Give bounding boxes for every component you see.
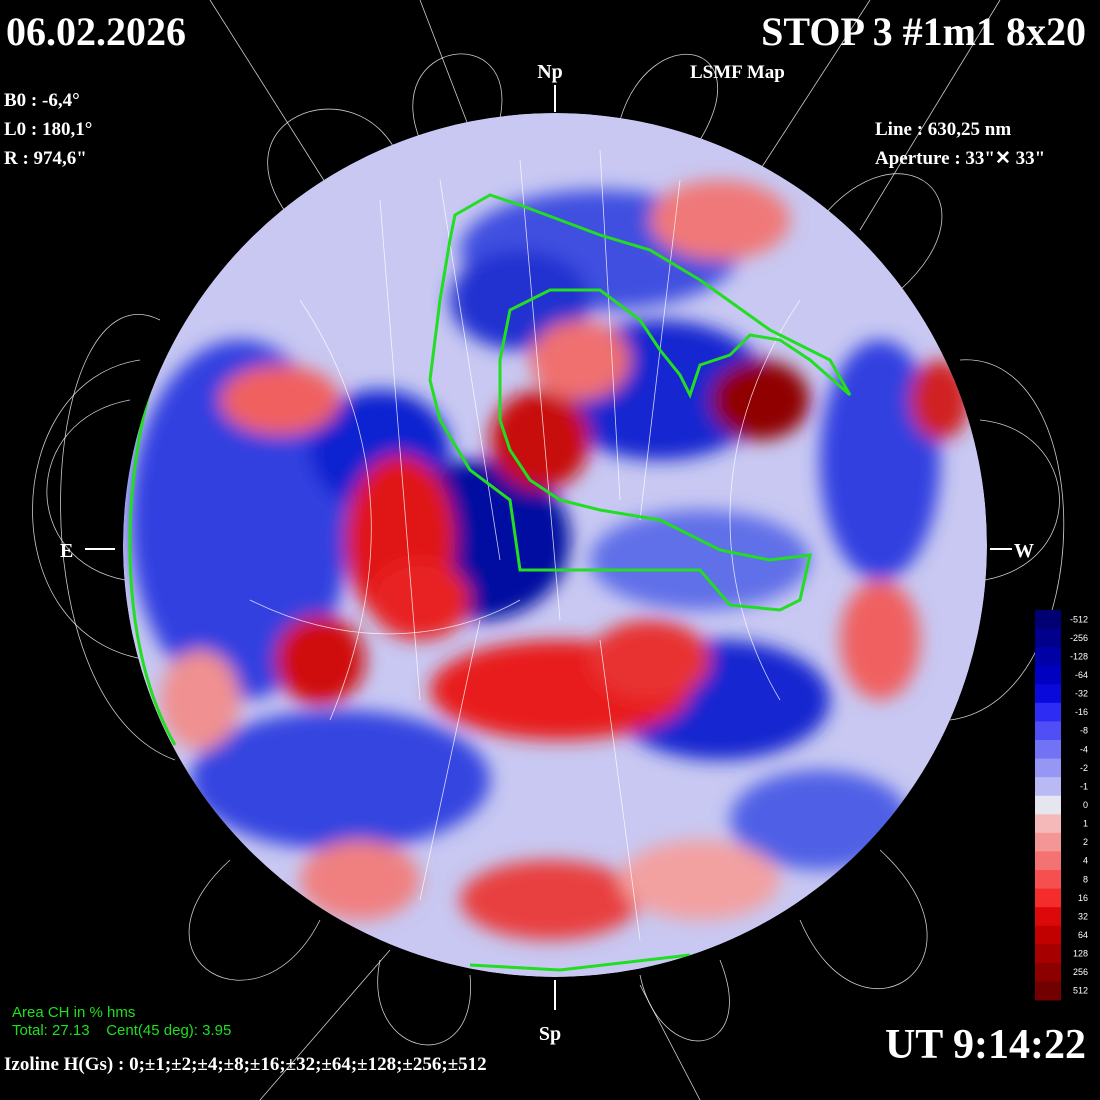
color-scale: -512 -256 -128 -64 -32 -16 -8 -4 -2 -1 0 1 2 4 8 16 32 64… xyxy=(1035,610,1088,1001)
east-label: E xyxy=(60,540,73,562)
instrument: Aperture : 33"✕ 33" xyxy=(875,148,1045,169)
color-scale-label: 4 xyxy=(1083,856,1088,866)
color-swatch xyxy=(1035,795,1061,815)
parameter: L0 : 180,1° xyxy=(4,119,92,140)
isolines: Izoline H(Gs) : 0;±1;±2;±4;±8;±16;±32;±6… xyxy=(4,1054,487,1075)
magnetic-field-pattern xyxy=(130,180,970,940)
color-swatch xyxy=(1035,702,1061,722)
instrument: Line : 630,25 nm xyxy=(875,119,1011,140)
color-swatch xyxy=(1035,721,1061,741)
color-swatch xyxy=(1035,777,1061,797)
subtitle: LSMF Map xyxy=(690,62,785,83)
color-swatch xyxy=(1035,740,1061,760)
color-scale-label: -32 xyxy=(1075,689,1088,699)
color-scale-label: 0 xyxy=(1083,800,1088,810)
date: 06.02.2026 xyxy=(6,9,186,54)
color-scale-label: 16 xyxy=(1078,893,1088,903)
disk-axes xyxy=(85,85,1012,1010)
time: UT 9:14:22 xyxy=(885,1022,1086,1068)
color-scale-label: -128 xyxy=(1070,651,1088,661)
color-scale-label: -512 xyxy=(1070,614,1088,624)
color-swatch xyxy=(1035,907,1061,927)
south-label: Sp xyxy=(539,1023,561,1045)
color-scale-label: -2 xyxy=(1080,763,1088,773)
color-swatch xyxy=(1035,981,1061,1001)
parameter: R : 974,6" xyxy=(4,148,87,169)
color-swatch xyxy=(1035,888,1061,908)
color-swatch xyxy=(1035,832,1061,852)
ch-values: Total: 27.13 Cent(45 deg): 3.95 xyxy=(12,1022,231,1039)
ch-label: Area CH in % hms xyxy=(12,1004,135,1021)
color-swatch xyxy=(1035,647,1061,667)
parameter: B0 : -6,4° xyxy=(4,90,80,111)
west-label: W xyxy=(1014,540,1034,562)
color-scale-label: -1 xyxy=(1080,781,1088,791)
color-swatch xyxy=(1035,665,1061,685)
color-scale-label: 64 xyxy=(1078,930,1088,940)
color-scale-label: 2 xyxy=(1083,837,1088,847)
color-scale-label: 32 xyxy=(1078,911,1088,921)
color-swatch xyxy=(1035,610,1061,630)
color-swatch xyxy=(1035,944,1061,964)
color-swatch xyxy=(1035,870,1061,890)
color-swatch xyxy=(1035,758,1061,778)
color-swatch xyxy=(1035,814,1061,834)
color-swatch xyxy=(1035,851,1061,871)
color-scale-label: -4 xyxy=(1080,744,1088,754)
color-scale-label: -8 xyxy=(1080,726,1088,736)
north-label: Np xyxy=(537,61,563,83)
title: STOP 3 #1m1 8x20 xyxy=(761,9,1086,54)
color-swatch xyxy=(1035,684,1061,704)
color-scale-label: 256 xyxy=(1073,967,1088,977)
color-swatch xyxy=(1035,962,1061,982)
color-scale-label: -256 xyxy=(1070,633,1088,643)
solar-disk xyxy=(123,113,987,977)
color-scale-label: 512 xyxy=(1073,986,1088,996)
coronal-hole-contours xyxy=(128,193,852,972)
color-swatch xyxy=(1035,925,1061,945)
color-scale-label: -16 xyxy=(1075,707,1088,717)
color-scale-label: -64 xyxy=(1075,670,1088,680)
color-scale-label: 8 xyxy=(1083,874,1088,884)
color-swatch xyxy=(1035,628,1061,648)
color-scale-label: 1 xyxy=(1083,819,1088,829)
color-scale-label: 128 xyxy=(1073,949,1088,959)
